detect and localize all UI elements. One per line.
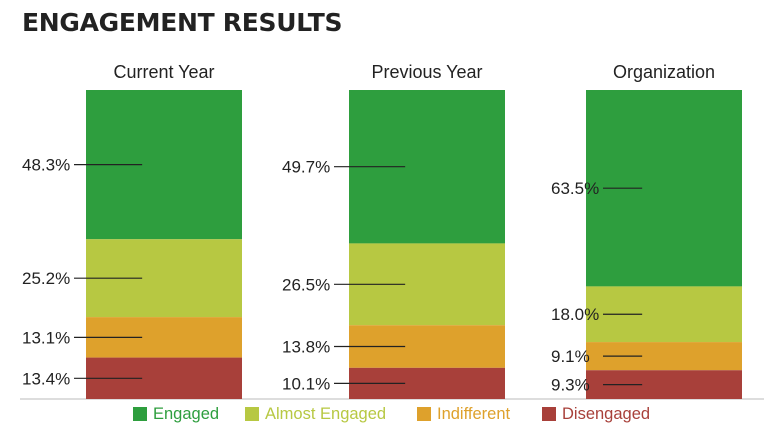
legend-swatch [245, 407, 259, 421]
data-label: 13.8% [282, 338, 330, 357]
legend-label: Disengaged [562, 405, 650, 423]
data-label: 9.3% [551, 376, 590, 395]
category-label: Previous Year [371, 62, 482, 82]
data-label: 9.1% [551, 347, 590, 366]
legend-swatch [133, 407, 147, 421]
category-label: Organization [613, 62, 715, 82]
legend-label: Almost Engaged [265, 405, 386, 423]
data-label: 48.3% [22, 156, 70, 175]
data-label: 63.5% [551, 179, 599, 198]
data-label: 13.1% [22, 328, 70, 347]
data-label: 10.1% [282, 374, 330, 393]
data-label: 13.4% [22, 369, 70, 388]
data-label: 25.2% [22, 269, 70, 288]
data-label: 49.7% [282, 158, 330, 177]
data-label: 18.0% [551, 305, 599, 324]
legend-swatch [542, 407, 556, 421]
chart-title: ENGAGEMENT RESULTS [22, 8, 343, 37]
category-label: Current Year [113, 62, 214, 82]
legend-label: Indifferent [437, 405, 510, 423]
legend-swatch [417, 407, 431, 421]
legend-label: Engaged [153, 405, 219, 423]
data-label: 26.5% [282, 275, 330, 294]
